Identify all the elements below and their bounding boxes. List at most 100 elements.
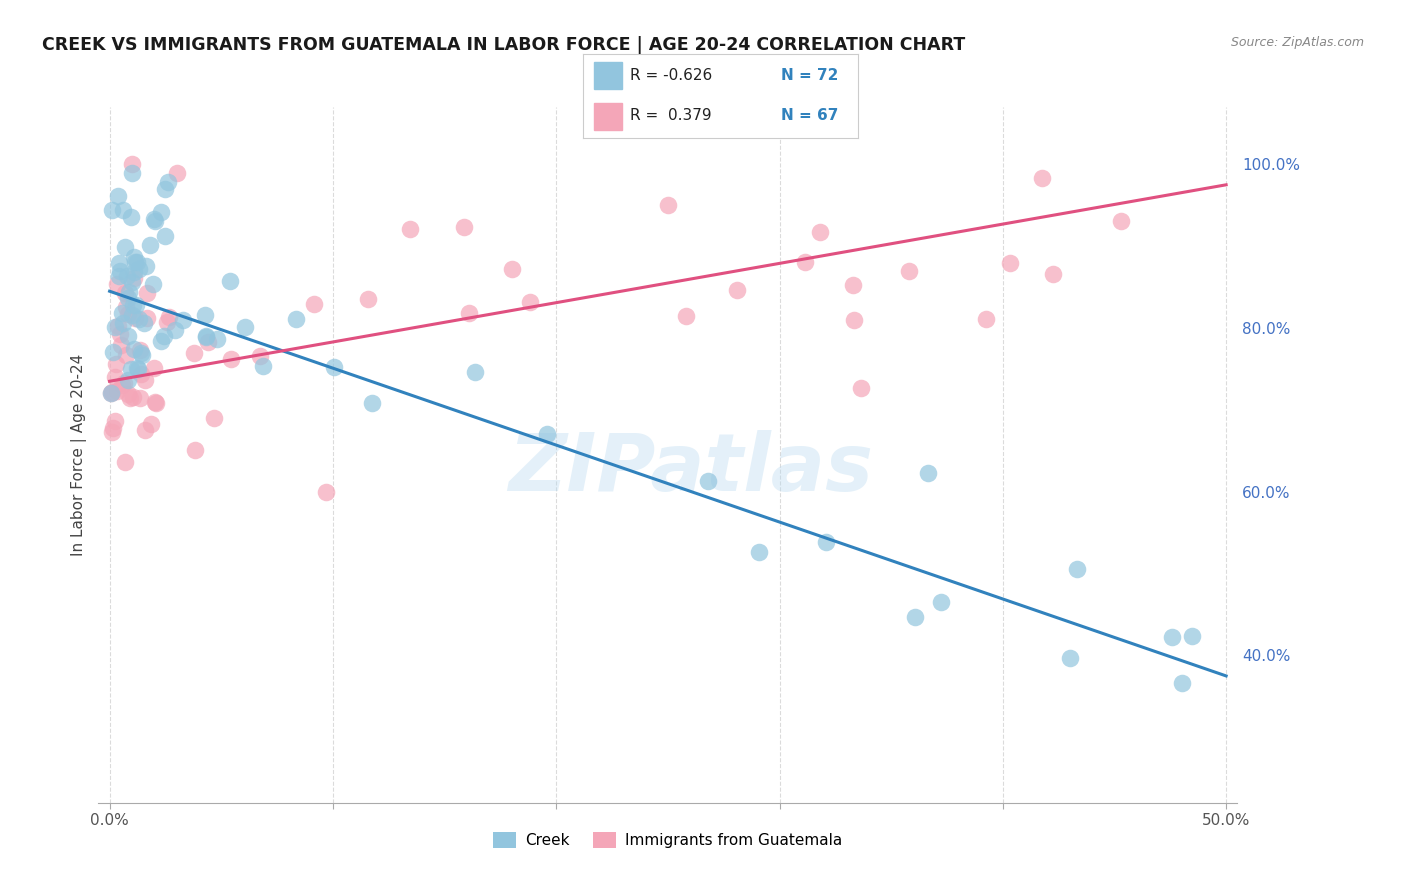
Point [814,535,837,549]
Point [105,277,128,291]
Point [1171,676,1194,690]
Point [121,165,143,179]
Point [808,225,831,239]
Point [361,395,384,409]
Point [842,278,865,293]
Point [302,297,325,311]
Point [1109,214,1132,228]
Point [131,348,153,362]
Point [132,316,155,330]
Point [107,188,129,202]
Point [195,329,218,343]
Bar [595,62,621,89]
Point [457,306,479,320]
Point [725,284,748,298]
Point [136,285,159,300]
Point [1066,562,1088,576]
Point [163,323,186,337]
Point [117,307,139,321]
Point [122,390,145,404]
Point [117,291,139,305]
Point [1000,256,1022,270]
Point [114,348,136,362]
Point [143,211,166,226]
Legend: Creek, Immigrants from Guatemala: Creek, Immigrants from Guatemala [488,825,848,855]
Point [157,310,180,324]
Point [315,484,337,499]
Y-axis label: In Labor Force | Age 20-24: In Labor Force | Age 20-24 [72,354,87,556]
Point [197,335,219,350]
Point [117,329,139,343]
Point [100,386,122,401]
Point [194,308,217,322]
Point [155,182,177,196]
Point [748,545,770,559]
Point [917,466,939,480]
Point [100,425,122,439]
Point [105,357,128,371]
Point [898,264,921,278]
Point [111,316,134,330]
Point [657,198,679,212]
Point [104,370,127,384]
Point [124,311,146,326]
Point [1042,267,1064,281]
Point [114,239,136,253]
Point [249,349,271,363]
Point [141,417,163,431]
Point [143,214,166,228]
Point [114,301,136,315]
Point [127,361,149,376]
Point [929,595,952,609]
Point [117,373,139,387]
Point [110,327,132,342]
Point [793,255,815,269]
Point [122,251,145,265]
Point [849,382,872,396]
Text: Source: ZipAtlas.com: Source: ZipAtlas.com [1230,36,1364,49]
Point [104,320,127,334]
Point [121,298,143,312]
Text: CREEK VS IMMIGRANTS FROM GUATEMALA IN LABOR FORCE | AGE 20-24 CORRELATION CHART: CREEK VS IMMIGRANTS FROM GUATEMALA IN LA… [42,36,966,54]
Point [202,411,225,425]
Point [114,455,136,469]
Point [124,254,146,268]
Point [120,210,142,224]
Point [101,202,124,217]
Point [101,385,124,400]
Point [155,229,177,244]
Point [252,359,274,373]
Point [128,262,150,277]
Point [101,345,124,359]
Point [100,386,122,401]
Point [134,423,156,437]
Point [108,268,131,283]
Point [104,414,127,428]
Point [124,265,146,279]
Point [464,365,486,379]
Point [115,268,138,283]
Point [1181,629,1204,643]
Point [112,376,135,390]
Text: ZIPatlas: ZIPatlas [508,430,873,508]
Point [974,311,997,326]
Point [172,312,194,326]
Point [142,277,165,291]
Point [219,351,242,366]
Point [156,315,179,329]
Text: N = 67: N = 67 [780,108,838,123]
Point [136,310,159,325]
Point [153,329,176,343]
Point [134,373,156,387]
Point [107,318,129,333]
Point [183,346,205,360]
Point [1161,630,1184,644]
Point [118,285,141,299]
Text: R = -0.626: R = -0.626 [630,68,713,83]
Point [145,396,167,410]
Point [110,338,132,352]
Point [157,175,180,189]
Point [205,332,228,346]
Text: R =  0.379: R = 0.379 [630,108,711,123]
Point [149,334,172,349]
